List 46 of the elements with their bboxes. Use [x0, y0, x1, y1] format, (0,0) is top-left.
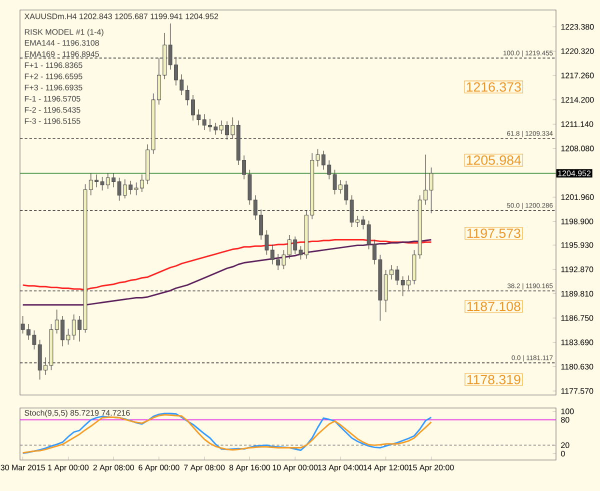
y-tick-label: 1189.810: [561, 290, 594, 297]
x-tick-label: 30 Mar 2015: [0, 464, 45, 470]
y-tick-label: 1217.260: [561, 72, 594, 78]
x-tick-label: 13 Apr 04:00: [318, 464, 364, 472]
text: 1187.108: [467, 302, 520, 312]
x-tick-label: 8 Apr 16:00: [229, 464, 270, 472]
y-tick-label: 100: [561, 408, 574, 414]
text: 1178.319: [467, 374, 520, 384]
x-tick-label: 6 Apr 00:00: [138, 464, 180, 472]
y-tick-label: 1201.960: [561, 194, 594, 200]
x-tick-label: 2 Apr 08:00: [93, 464, 134, 472]
x-tick-label: 1 Apr 00:00: [48, 464, 89, 472]
text: 1205.984: [466, 155, 522, 165]
y-tick-label: 1211.140: [561, 121, 594, 127]
text: 1197.573: [467, 228, 520, 238]
y-tick-label: 1208.080: [561, 146, 594, 152]
annotation: F-2 - 1196.5435: [24, 107, 80, 113]
annotation: F+1 - 1196.8365: [24, 62, 82, 68]
ref-line-label: 1204.952: [558, 170, 591, 176]
y-tick-label: 1195.930: [561, 242, 594, 248]
x-tick-label: 14 Apr 12:00: [364, 464, 408, 472]
y-tick-label: 1214.200: [561, 96, 594, 103]
annotation: F+2 - 1196.6595: [24, 74, 82, 80]
text: 1216.373: [466, 82, 521, 92]
annotation: F+3 - 1196.6935: [24, 84, 82, 90]
annotation: EMA144 - 1196.3108: [24, 40, 99, 46]
x-tick-label: 10 Apr 00:00: [272, 464, 318, 472]
annotation: EMA169 - 1196.8945: [24, 51, 99, 57]
x-tick-label: 7 Apr 08:00: [184, 464, 225, 472]
chart-title: XAUUSDm.H4 1202.843 1205.687 1199.941 1204.952: [24, 14, 218, 20]
x-tick-label: 15 Apr 20:00: [408, 464, 454, 472]
annotation: RISK MODEL #1 (1-4): [24, 28, 104, 36]
y-tick-label: 1183.690: [561, 340, 594, 346]
y-tick-label: 1192.870: [561, 266, 594, 272]
chart-title: Stoch(9,5,5) 85.7219 74.7216: [24, 410, 130, 418]
y-tick-label: 1223.380: [561, 24, 594, 30]
annotation: F-1 - 1196.5705: [24, 96, 80, 102]
y-tick-label: 20: [561, 442, 570, 448]
y-tick-label: 80: [561, 416, 570, 423]
y-tick-label: 1220.320: [561, 48, 594, 54]
y-tick-label: 1186.750: [561, 315, 594, 321]
y-tick-label: 0: [561, 450, 565, 456]
y-tick-label: 1180.630: [561, 364, 594, 370]
y-tick-label: 1177.570: [561, 388, 594, 394]
annotation: F-3 - 1196.5155: [24, 118, 80, 124]
y-tick-label: 1198.900: [561, 218, 594, 224]
